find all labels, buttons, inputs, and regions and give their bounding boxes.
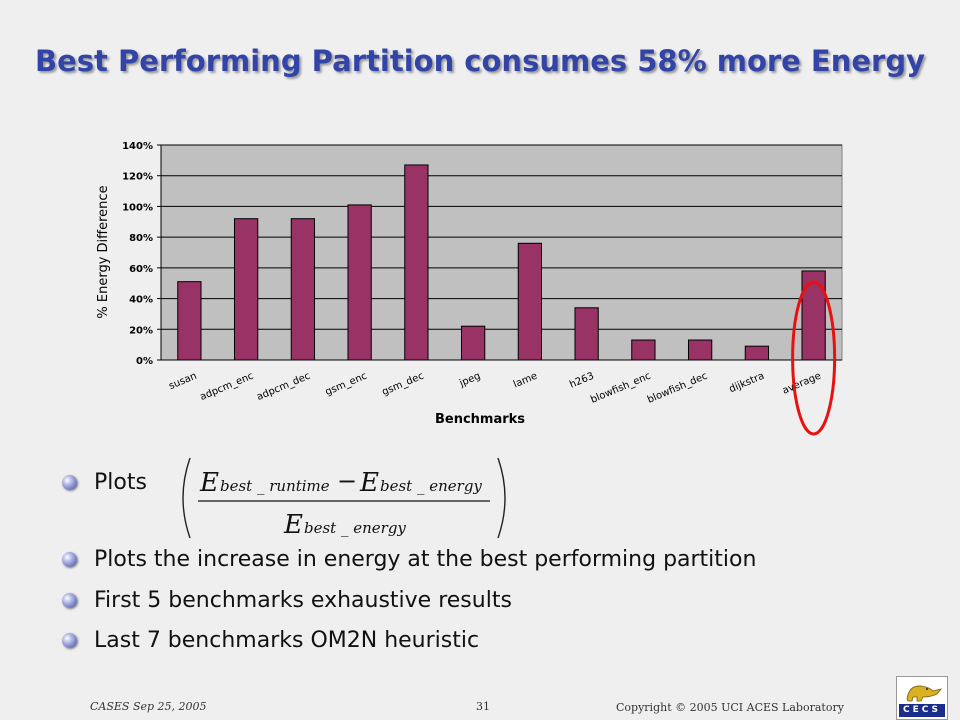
bullet-item: Plots <box>62 470 147 495</box>
right-paren <box>497 457 506 539</box>
y-tick-label: 80% <box>129 233 153 244</box>
highlight-circle <box>791 280 837 436</box>
bar-h263 <box>574 307 599 361</box>
formula-operator: − <box>337 467 357 495</box>
bullet-item: Plots the increase in energy at the best… <box>62 547 756 572</box>
anteater-icon <box>906 685 943 702</box>
x-tick-label: adpcm_enc <box>198 371 255 403</box>
plot-background <box>160 144 843 361</box>
x-tick-label: lame <box>512 371 539 391</box>
bullet-dot-icon <box>62 593 77 608</box>
y-axis-title: % Energy Difference <box>96 185 111 318</box>
bullet-dot-icon <box>62 475 77 490</box>
left-paren <box>182 457 191 539</box>
bar-gsm-enc <box>347 204 372 361</box>
bar-chart: 0% 20% 40% 60% 80% 100% 120% 140% susan adpcm_en… <box>96 141 843 436</box>
bar-adpcm-enc <box>233 218 259 361</box>
y-tick-label: 40% <box>129 295 153 306</box>
formula-subscript: best _ energy <box>380 477 482 495</box>
slide-title: Best Performing Partition consumes 58% m… <box>34 44 926 78</box>
bar-susan <box>177 281 202 361</box>
x-tick-label: adpcm_dec <box>255 371 312 403</box>
bullet-text: Plots <box>94 470 147 495</box>
formula-term: E <box>283 510 303 540</box>
cecs-logo: CECS <box>896 676 948 720</box>
x-tick-label: average <box>781 371 823 397</box>
bullet-text: Plots the increase in energy at the best… <box>94 547 757 572</box>
bar-blowfish-dec <box>687 339 713 361</box>
formula-subscript: best _ runtime <box>220 477 330 495</box>
bar-lame <box>517 242 543 361</box>
bullet-text: First 5 benchmarks exhaustive results <box>94 588 512 613</box>
y-tick-label: 100% <box>122 202 153 213</box>
bar-blowfish-enc <box>631 339 656 361</box>
y-tick-label: 20% <box>129 325 153 336</box>
y-axis-ticks: 0% 20% 40% 60% 80% 100% 120% 140% <box>122 141 842 367</box>
bullet-item: Last 7 benchmarks OM2N heuristic <box>62 628 479 653</box>
plot-area <box>160 144 843 361</box>
bar-gsm-dec <box>404 164 429 361</box>
y-tick-label: 60% <box>129 264 153 275</box>
x-tick-label: blowfish_enc <box>589 371 652 406</box>
x-axis-tick-labels: susan adpcm_enc adpcm_dec gsm_enc gsm_dec jpe… <box>167 371 822 406</box>
y-tick-label: 140% <box>122 141 153 152</box>
x-tick-label: susan <box>167 371 198 393</box>
x-tick-label: blowfish_dec <box>646 371 709 406</box>
bullet-dot-icon <box>62 552 77 567</box>
bar-average <box>801 270 826 361</box>
x-axis-title: Benchmarks <box>435 412 525 427</box>
x-tick-label: gsm_dec <box>380 371 425 398</box>
energy-formula: E best _ runtime − E best _ energy E bes… <box>182 457 506 540</box>
bullet-text: Last 7 benchmarks OM2N heuristic <box>94 628 480 653</box>
formula-term: E <box>199 468 219 498</box>
footer-conference: CASES Sep 25, 2005 <box>90 700 207 713</box>
bullet-dot-icon <box>62 633 77 648</box>
page-number: 31 <box>476 700 490 713</box>
logo-text: CECS <box>899 704 945 717</box>
x-tick-label: jpeg <box>457 371 482 390</box>
x-tick-label: dijkstra <box>728 371 766 396</box>
y-tick-label: 120% <box>122 172 153 183</box>
formula-subscript: best _ energy <box>304 519 406 537</box>
bar-adpcm-dec <box>290 218 316 361</box>
bullet-item: First 5 benchmarks exhaustive results <box>62 588 512 613</box>
bar-jpeg <box>460 325 486 361</box>
y-tick-label: 0% <box>136 356 153 367</box>
x-tick-label: h263 <box>568 371 596 391</box>
bars <box>177 164 826 361</box>
footer-copyright: Copyright © 2005 UCI ACES Laboratory <box>616 701 844 714</box>
x-tick-label: gsm_enc <box>324 371 369 398</box>
formula-term: E <box>359 468 379 498</box>
bar-dijkstra <box>744 345 770 361</box>
